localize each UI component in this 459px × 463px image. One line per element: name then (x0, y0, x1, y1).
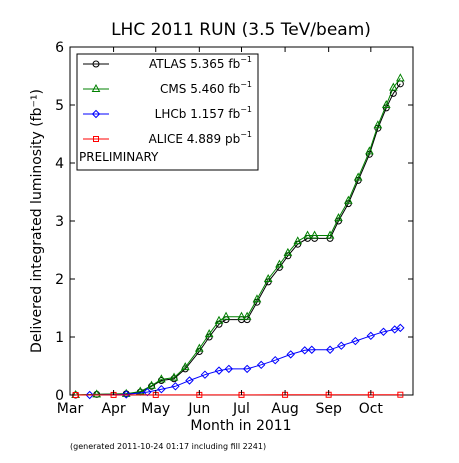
y-tick-label: 1 (55, 330, 64, 346)
legend-series-value: 5.365 (186, 57, 228, 71)
legend-unit-exponent: −1 (240, 105, 252, 114)
legend-label: CMS 5.460 fb−1 (160, 80, 252, 96)
x-tick-label: Apr (101, 401, 125, 417)
y-tick-label: 6 (55, 40, 64, 56)
x-tick-label: Sep (315, 401, 342, 417)
legend-series-unit: pb (225, 132, 240, 146)
x-tick-label: Mar (57, 401, 84, 417)
x-tick-label: Oct (359, 401, 384, 417)
x-tick-label: Aug (271, 401, 298, 417)
x-tick-label: Jul (232, 401, 250, 417)
y-tick-label: 5 (55, 98, 64, 114)
y-tick-label: 2 (55, 272, 64, 288)
legend-series-name: CMS (160, 82, 186, 96)
legend-series-name: ATLAS (149, 57, 186, 71)
legend-unit-exponent: −1 (240, 55, 252, 64)
legend-series-unit: fb (228, 82, 240, 96)
legend-series-unit: fb (228, 107, 240, 121)
chart-title: LHC 2011 RUN (3.5 TeV/beam) (111, 20, 371, 40)
generated-note: (generated 2011-10-24 01:17 including fi… (70, 442, 266, 451)
legend-series-value: 4.889 (183, 132, 225, 146)
legend-series-name: LHCb (155, 107, 187, 121)
legend-label: ATLAS 5.365 fb−1 (149, 55, 252, 71)
legend-series-name: ALICE (149, 132, 183, 146)
preliminary-annotation: PRELIMINARY (79, 150, 159, 164)
x-tick-label: May (141, 401, 170, 417)
x-tick-label: Jun (187, 401, 210, 417)
y-tick-label: 4 (55, 156, 64, 172)
y-tick-label: 3 (55, 214, 64, 230)
legend-unit-exponent: −1 (240, 130, 252, 139)
legend-label: LHCb 1.157 fb−1 (155, 105, 252, 121)
legend-series-value: 1.157 (186, 107, 228, 121)
legend-series-value: 5.460 (186, 82, 228, 96)
legend-label: ALICE 4.889 pb−1 (149, 130, 252, 146)
legend-series-unit: fb (228, 57, 240, 71)
legend-unit-exponent: −1 (240, 80, 252, 89)
y-axis-label: Delivered integrated luminosity (fb⁻¹) (29, 89, 45, 353)
x-axis-label: Month in 2011 (190, 418, 291, 434)
